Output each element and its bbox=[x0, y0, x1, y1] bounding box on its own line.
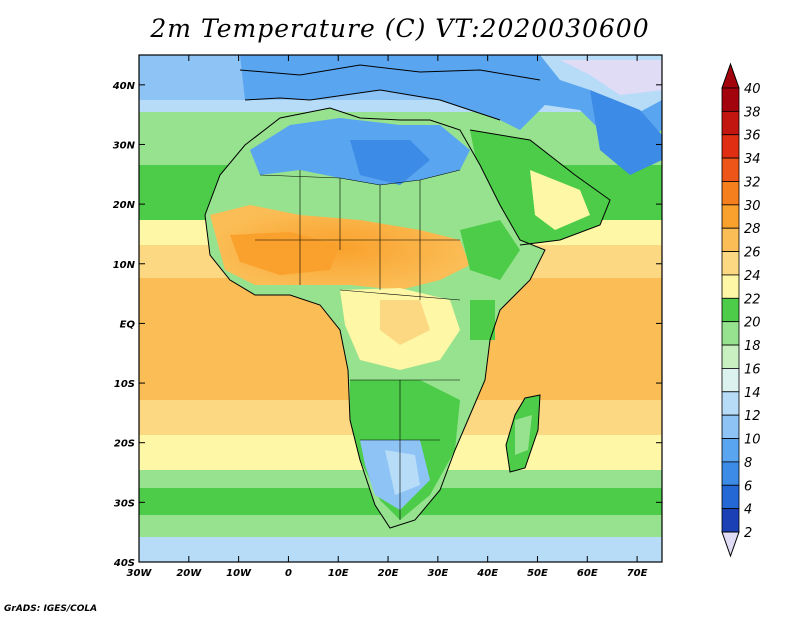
y-tick-label: 40S bbox=[113, 558, 135, 569]
colorbar-swatch bbox=[721, 134, 740, 159]
colorbar-label: 2 bbox=[744, 526, 752, 541]
colorbar-under-triangle bbox=[721, 531, 740, 558]
colorbar-label: 16 bbox=[744, 362, 761, 377]
colorbar-swatch bbox=[721, 368, 740, 393]
x-tick-label: 30E bbox=[427, 568, 448, 579]
colorbar-swatch bbox=[721, 110, 740, 136]
y-axis-ticks: 40N 30N 20N 10N EQ 10S 20S 30S 40S bbox=[112, 81, 662, 569]
colorbar-swatch bbox=[721, 227, 740, 252]
colorbar-label: 28 bbox=[744, 222, 761, 237]
europe-mideast-land bbox=[240, 55, 662, 150]
coastlines bbox=[204, 64, 611, 529]
y-tick-label: 10S bbox=[114, 379, 135, 390]
colorbar-over-triangle bbox=[721, 62, 740, 89]
map-frame bbox=[138, 54, 663, 563]
colorbar-label: 26 bbox=[744, 246, 761, 261]
x-tick-label: 60E bbox=[577, 568, 598, 579]
colorbar-swatch bbox=[721, 274, 740, 299]
colorbar-label: 10 bbox=[744, 433, 761, 448]
colorbar-swatch bbox=[721, 391, 740, 416]
temperature-field bbox=[139, 55, 662, 562]
colorbar-swatch bbox=[721, 344, 740, 369]
colorbar-label: 4 bbox=[744, 503, 752, 518]
colorbar-swatch bbox=[721, 157, 740, 182]
grads-credit: GrADS: IGES/COLA bbox=[4, 604, 98, 614]
x-tick-label: 40E bbox=[476, 568, 498, 579]
colorbar-label: 22 bbox=[744, 292, 761, 307]
colorbar-swatch bbox=[721, 181, 740, 206]
y-tick-label: EQ bbox=[120, 319, 136, 330]
colorbar-label: 6 bbox=[744, 479, 752, 494]
colorbar-label: 18 bbox=[744, 339, 761, 354]
colorbar-label: 40 bbox=[744, 82, 761, 97]
x-axis-ticks: 30W 20W 10W 0 10E 20E 30E 40E 50E 60E 70E bbox=[127, 55, 648, 579]
x-tick-label: 20W bbox=[176, 568, 202, 579]
colorbar-label: 34 bbox=[744, 152, 761, 167]
colorbar-swatch bbox=[721, 204, 740, 229]
colorbar-label: 14 bbox=[744, 386, 761, 401]
x-tick-label: 10W bbox=[226, 568, 252, 579]
colorbar-label: 32 bbox=[744, 175, 761, 190]
x-tick-label: 10E bbox=[328, 568, 349, 579]
x-tick-label: 50E bbox=[527, 568, 548, 579]
colorbar-label: 20 bbox=[744, 316, 761, 331]
colorbar-label: 36 bbox=[744, 129, 761, 144]
colorbar-swatch bbox=[721, 321, 740, 346]
colorbar-swatch bbox=[721, 438, 740, 463]
colorbar-swatch bbox=[721, 461, 740, 486]
x-tick-label: 30W bbox=[127, 568, 153, 579]
x-tick-label: 0 bbox=[285, 568, 292, 579]
colorbar-label: 38 bbox=[744, 105, 761, 120]
y-tick-label: 20N bbox=[113, 200, 136, 211]
y-tick-label: 10N bbox=[113, 260, 136, 271]
chart-title: 2m Temperature (C) VT:2020030600 bbox=[150, 14, 650, 43]
country-borders bbox=[255, 169, 461, 520]
colorbar-swatch bbox=[721, 414, 740, 439]
y-tick-label: 40N bbox=[112, 81, 136, 92]
colorbar-label: 8 bbox=[744, 456, 752, 471]
x-tick-label: 20E bbox=[378, 568, 399, 579]
y-tick-label: 30N bbox=[113, 140, 136, 151]
y-tick-label: 30S bbox=[114, 498, 135, 509]
y-tick-label: 20S bbox=[114, 439, 135, 450]
colorbar-swatch bbox=[721, 508, 740, 533]
colorbar-swatch bbox=[721, 297, 740, 323]
colorbar-swatch bbox=[721, 87, 740, 112]
colorbar-label: 12 bbox=[744, 409, 761, 424]
colorbar-label: 30 bbox=[744, 199, 761, 214]
x-tick-label: 70E bbox=[627, 568, 648, 579]
colorbar-label: 24 bbox=[744, 269, 761, 284]
colorbar-swatch bbox=[721, 484, 740, 510]
colorbar-swatch bbox=[721, 251, 740, 276]
